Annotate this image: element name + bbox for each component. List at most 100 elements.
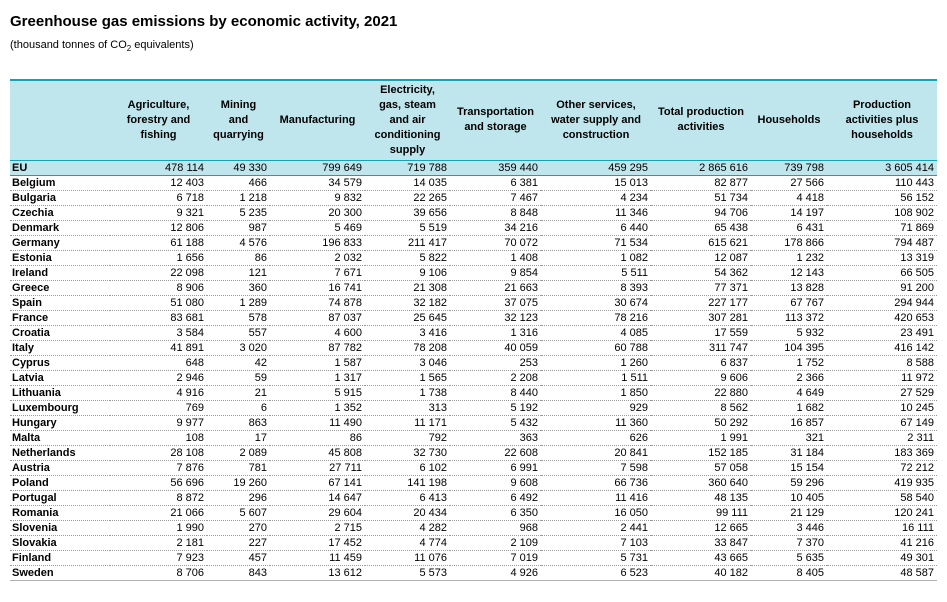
table-cell: 4 916 — [110, 385, 207, 401]
table-cell: 321 — [751, 430, 827, 446]
table-cell: 294 944 — [827, 295, 937, 311]
table-cell: 71 869 — [827, 220, 937, 236]
unit-prefix: (thousand tonnes of CO — [10, 39, 127, 51]
table-cell: 12 403 — [110, 175, 207, 191]
table-row: Poland 56 696 19 260 67 141 141 198 9 608 66 7… — [10, 475, 937, 491]
table-cell: 863 — [207, 415, 270, 431]
row-label: EU — [10, 159, 110, 176]
table-cell: 108 902 — [827, 205, 937, 221]
table-cell: 6 431 — [751, 220, 827, 236]
table-cell: 5 511 — [541, 265, 651, 281]
table-cell: 110 443 — [827, 175, 937, 191]
table-cell: 27 711 — [270, 460, 365, 476]
table-cell: 1 352 — [270, 400, 365, 416]
table-cell: 1 511 — [541, 370, 651, 386]
table-cell: 19 260 — [207, 475, 270, 491]
table-cell: 4 600 — [270, 325, 365, 341]
unit-subscript: 2 — [126, 44, 132, 54]
table-cell: 8 562 — [651, 400, 751, 416]
table-cell: 9 608 — [450, 475, 541, 491]
table-cell: 67 767 — [751, 295, 827, 311]
table-cell: 8 872 — [110, 490, 207, 506]
table-cell: 7 671 — [270, 265, 365, 281]
table-cell: 82 877 — [651, 175, 751, 191]
table-cell: 2 715 — [270, 520, 365, 536]
column-header: Production activities plus households — [827, 79, 937, 161]
table-cell: 1 682 — [751, 400, 827, 416]
table-cell: 360 — [207, 280, 270, 296]
header-row: Agriculture, forestry and fishing Mining … — [10, 79, 937, 161]
table-row: Croatia 3 584 557 4 600 3 416 1 316 4 085 17 55… — [10, 325, 937, 341]
emissions-table: Agriculture, forestry and fishing Mining … — [10, 79, 937, 581]
table-cell: 987 — [207, 220, 270, 236]
table-cell: 227 — [207, 535, 270, 551]
table-cell: 8 405 — [751, 565, 827, 581]
table-cell: 1 408 — [450, 250, 541, 266]
table-row: Luxembourg 769 6 1 352 313 5 192 929 8 562 1 682… — [10, 400, 937, 416]
table-cell: 307 281 — [651, 310, 751, 326]
table-cell: 359 440 — [450, 159, 541, 176]
row-label: Hungary — [10, 415, 110, 431]
table-cell: 5 432 — [450, 415, 541, 431]
table-cell: 5 635 — [751, 550, 827, 566]
table-cell: 5 469 — [270, 220, 365, 236]
table-row: Slovenia 1 990 270 2 715 4 282 968 2 441 12 665… — [10, 520, 937, 536]
table-cell: 2 208 — [450, 370, 541, 386]
table-cell: 13 612 — [270, 565, 365, 581]
table-row: Germany 61 188 4 576 196 833 211 417 70 072 71… — [10, 235, 937, 251]
table-cell: 56 696 — [110, 475, 207, 491]
table-cell: 71 534 — [541, 235, 651, 251]
table-cell: 360 640 — [651, 475, 751, 491]
table-cell: 48 587 — [827, 565, 937, 581]
table-cell: 253 — [450, 355, 541, 371]
table-cell: 843 — [207, 565, 270, 581]
table-cell: 7 876 — [110, 460, 207, 476]
column-header: Total production activities — [651, 79, 751, 161]
table-cell: 3 046 — [365, 355, 450, 371]
table-cell: 48 135 — [651, 490, 751, 506]
table-cell: 4 926 — [450, 565, 541, 581]
table-cell: 1 218 — [207, 190, 270, 206]
table-cell: 419 935 — [827, 475, 937, 491]
table-cell: 78 208 — [365, 340, 450, 356]
table-cell: 311 747 — [651, 340, 751, 356]
table-cell: 22 880 — [651, 385, 751, 401]
table-cell: 7 103 — [541, 535, 651, 551]
table-cell: 1 991 — [651, 430, 751, 446]
table-row: Greece 8 906 360 16 741 21 308 21 663 8 393 77 … — [10, 280, 937, 296]
table-cell: 91 200 — [827, 280, 937, 296]
table-cell: 3 446 — [751, 520, 827, 536]
table-cell: 3 605 414 — [827, 159, 937, 176]
table-cell: 270 — [207, 520, 270, 536]
table-cell: 59 — [207, 370, 270, 386]
table-cell: 9 606 — [651, 370, 751, 386]
table-cell: 86 — [207, 250, 270, 266]
table-cell: 8 588 — [827, 355, 937, 371]
table-cell: 121 — [207, 265, 270, 281]
table-cell: 66 736 — [541, 475, 651, 491]
table-cell: 40 059 — [450, 340, 541, 356]
table-cell: 4 282 — [365, 520, 450, 536]
table-cell: 11 346 — [541, 205, 651, 221]
table-cell: 29 604 — [270, 505, 365, 521]
table-row: Romania 21 066 5 607 29 604 20 434 6 350 16 05… — [10, 505, 937, 521]
table-cell: 57 058 — [651, 460, 751, 476]
table-cell: 61 188 — [110, 235, 207, 251]
table-cell: 22 608 — [450, 445, 541, 461]
table-cell: 20 300 — [270, 205, 365, 221]
table-cell: 12 087 — [651, 250, 751, 266]
table-cell: 9 106 — [365, 265, 450, 281]
table-cell: 41 216 — [827, 535, 937, 551]
row-label: Cyprus — [10, 355, 110, 371]
table-cell: 10 405 — [751, 490, 827, 506]
table-cell: 7 598 — [541, 460, 651, 476]
table-cell: 9 977 — [110, 415, 207, 431]
column-header: Agriculture, forestry and fishing — [110, 79, 207, 161]
row-label: Malta — [10, 430, 110, 446]
table-row: Sweden 8 706 843 13 612 5 573 4 926 6 523 40 18… — [10, 565, 937, 581]
table-cell: 65 438 — [651, 220, 751, 236]
row-label: Netherlands — [10, 445, 110, 461]
table-cell: 77 371 — [651, 280, 751, 296]
column-header: Electricity, gas, steam and air conditio… — [365, 79, 450, 161]
table-cell: 17 452 — [270, 535, 365, 551]
